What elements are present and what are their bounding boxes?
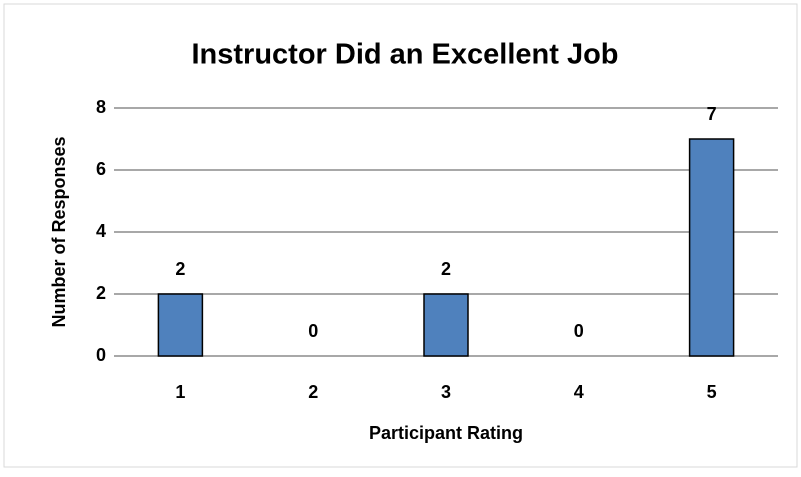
y-axis-label: Number of Responses — [49, 136, 69, 327]
y-tick-label: 0 — [96, 345, 106, 365]
y-tick-label: 8 — [96, 97, 106, 117]
chart-title: Instructor Did an Excellent Job — [191, 39, 618, 71]
x-tick-label: 4 — [574, 382, 584, 402]
chart-border — [3, 3, 798, 468]
y-tick-label: 6 — [96, 159, 106, 179]
bar — [688, 138, 735, 357]
x-tick-label: 3 — [441, 382, 451, 402]
x-tick-label: 5 — [707, 382, 717, 402]
data-label: 7 — [707, 104, 717, 124]
y-tick-label: 4 — [96, 221, 106, 241]
data-label: 0 — [574, 321, 584, 341]
x-tick-label: 1 — [175, 382, 185, 402]
bar — [423, 293, 469, 357]
bar — [157, 293, 204, 357]
y-tick-label: 2 — [96, 283, 106, 303]
data-label: 0 — [308, 321, 318, 341]
x-axis-label: Participant Rating — [369, 423, 523, 443]
data-label: 2 — [175, 259, 185, 279]
data-label: 2 — [441, 259, 451, 279]
x-tick-label: 2 — [308, 382, 318, 402]
